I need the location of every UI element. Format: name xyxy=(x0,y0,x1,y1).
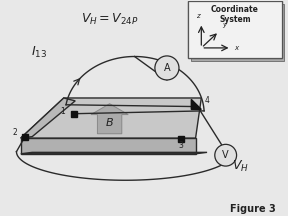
Text: Figure 3: Figure 3 xyxy=(230,204,276,214)
Text: 2: 2 xyxy=(12,128,17,137)
Text: x: x xyxy=(234,45,238,51)
Text: $V_H$: $V_H$ xyxy=(232,159,249,174)
Text: A: A xyxy=(164,63,170,73)
Polygon shape xyxy=(21,98,75,138)
Circle shape xyxy=(155,56,179,80)
Text: y: y xyxy=(222,22,226,29)
FancyBboxPatch shape xyxy=(191,3,285,61)
FancyBboxPatch shape xyxy=(188,1,282,58)
FancyArrow shape xyxy=(91,104,128,134)
Circle shape xyxy=(215,144,236,166)
Polygon shape xyxy=(21,152,207,154)
Polygon shape xyxy=(21,138,196,154)
Text: $V_H = V_{24P}$: $V_H = V_{24P}$ xyxy=(81,12,139,27)
FancyBboxPatch shape xyxy=(188,1,282,58)
Text: 1: 1 xyxy=(60,107,65,116)
Polygon shape xyxy=(21,98,201,138)
Text: Coordinate: Coordinate xyxy=(211,5,259,14)
Text: z: z xyxy=(196,13,200,19)
Text: System: System xyxy=(219,15,251,24)
Text: 3: 3 xyxy=(179,141,184,150)
Text: $I_{13}$: $I_{13}$ xyxy=(31,45,48,60)
Text: $B$: $B$ xyxy=(105,116,114,128)
Polygon shape xyxy=(191,99,201,110)
Text: 4: 4 xyxy=(205,96,210,105)
Text: V: V xyxy=(222,150,229,160)
